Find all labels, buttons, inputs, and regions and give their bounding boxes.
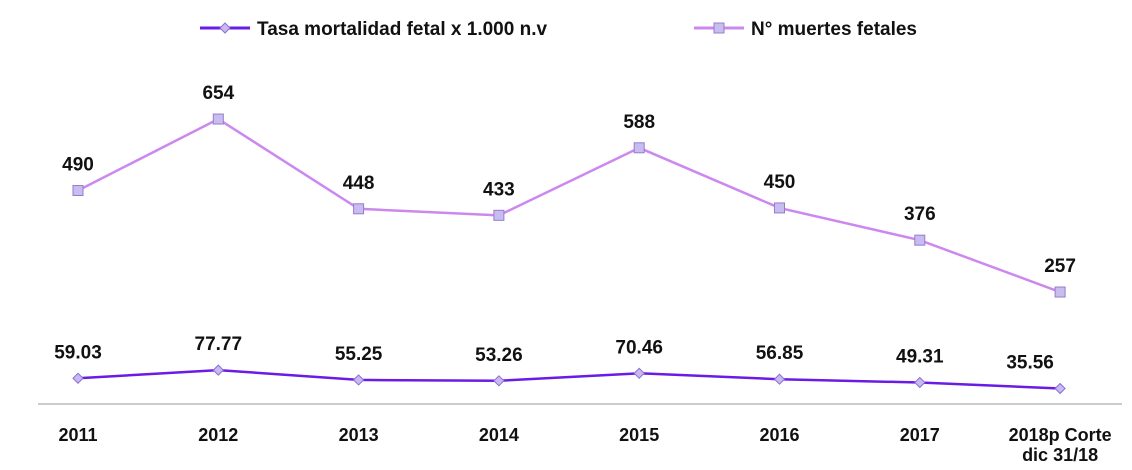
data-label: 490 <box>62 155 94 176</box>
x-tick-label: 2017 <box>899 425 940 445</box>
data-label: 376 <box>904 204 936 225</box>
data-label: 53.26 <box>475 345 523 366</box>
x-tick-label: 2012 <box>198 425 239 445</box>
legend-label: N° muertes fetales <box>751 19 917 40</box>
marker <box>72 185 84 196</box>
data-label: 588 <box>623 112 655 133</box>
legend-label: Tasa mortalidad fetal x 1.000 n.v <box>257 19 547 40</box>
x-tick-label: 2018p Corte dic 31/18 <box>1008 425 1112 465</box>
marker <box>212 113 224 125</box>
marker <box>1054 286 1066 298</box>
marker <box>1054 382 1066 395</box>
legend-marker <box>219 22 231 34</box>
data-label: 77.77 <box>195 334 243 355</box>
marker <box>914 376 926 389</box>
marker <box>633 142 645 154</box>
data-label: 433 <box>483 179 515 200</box>
data-label: 450 <box>764 172 796 193</box>
x-tick-label: 2015 <box>619 425 660 445</box>
data-label: 448 <box>343 173 375 194</box>
marker <box>633 367 645 380</box>
marker <box>353 203 365 215</box>
marker <box>774 202 785 214</box>
marker <box>493 375 505 387</box>
data-label: 59.03 <box>54 342 102 363</box>
marker <box>914 234 926 246</box>
marker <box>352 374 365 386</box>
data-label: 56.85 <box>756 343 804 364</box>
data-label: 49.31 <box>896 347 944 368</box>
legend-marker <box>713 22 725 34</box>
marker <box>493 209 505 221</box>
x-tick-label: 2013 <box>338 425 379 445</box>
data-label: 654 <box>202 83 234 104</box>
data-label: 55.25 <box>335 344 383 365</box>
x-tick-label: 2011 <box>58 425 98 445</box>
x-tick-label: 2016 <box>759 425 800 445</box>
data-label: 257 <box>1044 256 1076 277</box>
series-line <box>77 117 1061 294</box>
x-tick-label: 2014 <box>478 425 519 445</box>
series-line <box>77 368 1061 390</box>
marker <box>72 372 84 384</box>
marker <box>212 364 225 376</box>
marker <box>773 373 786 385</box>
data-label: 70.46 <box>615 337 663 358</box>
data-label: 35.56 <box>1006 353 1054 374</box>
